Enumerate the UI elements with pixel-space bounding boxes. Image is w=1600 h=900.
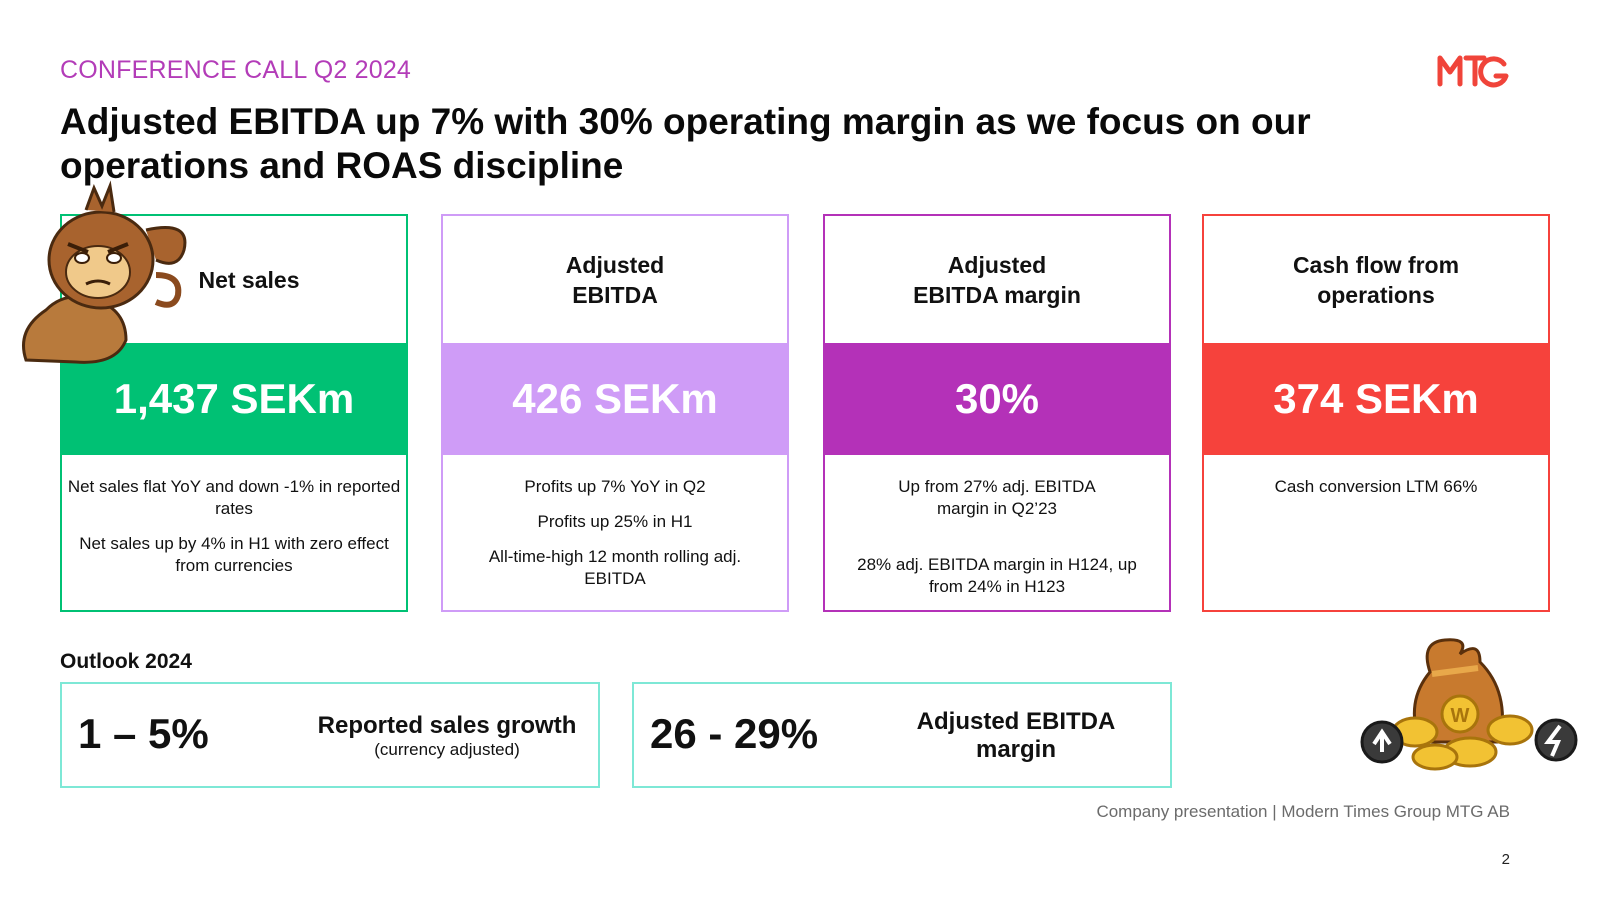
net-sales-note: Net sales flat YoY and down -1% in repor… [67,477,401,518]
footer-text: Company presentation | Modern Times Grou… [1096,802,1510,821]
adjusted-ebitda-margin-value: 30% [823,343,1171,455]
net-sales-note: Net sales up by 4% in H1 with zero effec… [79,534,389,575]
adjusted-ebitda-margin-note: Up from 27% adj. EBITDA margin in Q2’23 [898,477,1096,518]
cash-flow-notes: Cash conversion LTM 66% [1204,476,1548,511]
adjusted-ebitda-margin-note: 28% adj. EBITDA margin in H124, up from … [857,555,1137,596]
cash-flow-value: 374 SEKm [1202,343,1550,455]
monkey-illustration [6,180,196,370]
adjusted-ebitda-heading: Adjusted EBITDA [565,251,665,308]
conference-call-kicker: CONFERENCE CALL Q2 2024 [60,56,412,84]
outlook-sales-growth-title: Reported sales growth [317,712,577,739]
adjusted-ebitda-margin-notes: Up from 27% adj. EBITDA margin in Q2’23 … [825,476,1169,611]
slide-title: Adjusted EBITDA up 7% with 30% operating… [60,101,1311,186]
adjusted-ebitda-value: 426 SEKm [441,343,789,455]
net-sales-notes: Net sales flat YoY and down -1% in repor… [62,476,406,590]
outlook-sales-growth-sublabel: (currency adjusted) [374,740,520,759]
net-sales-heading: Net sales [198,266,300,293]
adjusted-ebitda-card: Adjusted EBITDA 426 SEKm Profits up 7% Y… [441,214,789,612]
mtg-logo [1436,52,1510,88]
outlook-label: Outlook 2024 [60,650,192,673]
adjusted-ebitda-note: All-time-high 12 month rolling adj. EBIT… [488,547,742,588]
cash-flow-heading: Cash flow from operations [1292,251,1460,308]
outlook-ebitda-margin-box: 26 - 29% Adjusted EBITDA margin [632,682,1172,788]
net-sales-card: Net sales 1,437 SEKm Net sales flat YoY … [60,214,408,612]
svg-text:W: W [1451,705,1470,727]
cash-flow-card: Cash flow from operations 374 SEKm Cash … [1202,214,1550,612]
adjusted-ebitda-note: Profits up 7% YoY in Q2 [524,477,706,496]
outlook-sales-growth-label: Reported sales growth (currency adjusted… [302,712,592,760]
page-number: 2 [1501,851,1510,868]
outlook-ebitda-margin-value: 26 - 29% [650,710,819,757]
adjusted-ebitda-notes: Profits up 7% YoY in Q2 Profits up 25% i… [443,476,787,603]
adjusted-ebitda-margin-card: Adjusted EBITDA margin 30% Up from 27% a… [823,214,1171,612]
cash-flow-note: Cash conversion LTM 66% [1274,477,1478,496]
money-bag-illustration: W [1360,632,1580,782]
outlook-sales-growth-value: 1 – 5% [78,710,209,757]
outlook-sales-growth-box: 1 – 5% Reported sales growth (currency a… [60,682,600,788]
net-sales-value: 1,437 SEKm [60,343,408,455]
adjusted-ebitda-note: Profits up 25% in H1 [537,512,693,531]
adjusted-ebitda-margin-heading: Adjusted EBITDA margin [913,251,1081,308]
outlook-ebitda-margin-label: Adjusted EBITDA margin [916,708,1116,763]
